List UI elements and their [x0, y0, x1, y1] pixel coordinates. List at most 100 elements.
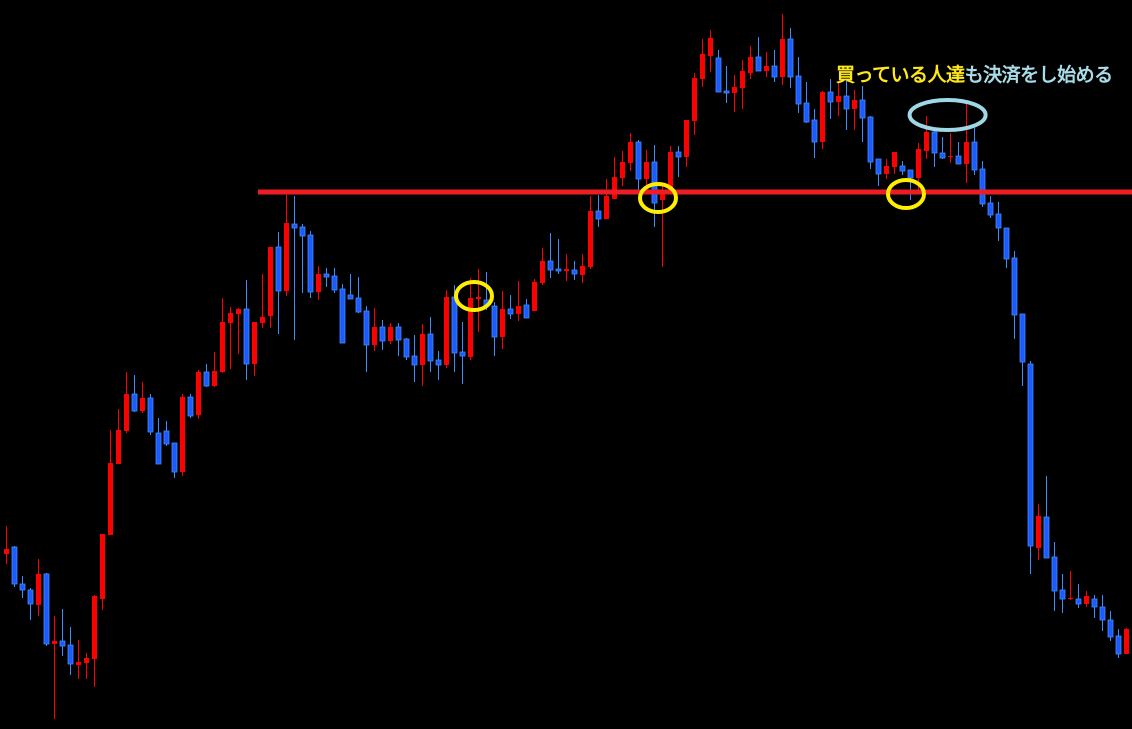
candle-body — [212, 371, 217, 386]
candle-up — [748, 46, 753, 79]
candle-body — [1027, 363, 1034, 547]
candle-down — [11, 546, 18, 587]
candle-body — [307, 234, 314, 293]
candle-down — [19, 576, 26, 598]
candle-up — [252, 322, 257, 376]
candle-body — [892, 152, 897, 167]
candle-body — [628, 142, 633, 163]
candle-body — [995, 213, 1002, 229]
candle-body — [1068, 598, 1073, 599]
candle-body — [668, 152, 673, 190]
candle-down — [507, 295, 514, 319]
candle-body — [403, 338, 410, 358]
candle-body — [108, 463, 113, 535]
candle-up — [268, 247, 273, 328]
candle-up — [284, 194, 289, 296]
candle-down — [675, 146, 682, 177]
candle-body — [140, 398, 145, 411]
candle-up — [76, 640, 81, 679]
candle-down — [395, 323, 402, 356]
candle-body — [76, 662, 81, 665]
candle-body — [507, 308, 514, 315]
candle-down — [1003, 227, 1010, 268]
candle-up — [836, 83, 841, 116]
candle-body — [612, 177, 617, 199]
candle-down — [403, 338, 410, 360]
candle-up — [316, 266, 321, 300]
candle-body — [723, 90, 730, 94]
candle-body — [1091, 598, 1098, 608]
candle-body — [196, 372, 201, 415]
candle-body — [1059, 589, 1066, 600]
candle-up — [708, 30, 713, 72]
candle-down — [27, 588, 34, 620]
candle-down — [459, 322, 466, 384]
candle-body — [124, 394, 129, 431]
candle-down — [291, 196, 298, 340]
candle-body — [987, 202, 994, 216]
candle-body — [755, 56, 762, 72]
candle-up — [564, 254, 569, 281]
candle-body — [116, 430, 121, 464]
candle-down — [995, 202, 1002, 241]
candle-down — [187, 394, 194, 418]
candle-down — [955, 142, 962, 165]
candle-body — [523, 304, 530, 319]
candle-body — [836, 96, 841, 102]
candle-up — [948, 133, 953, 163]
candle-down — [755, 37, 762, 72]
candle-body — [468, 298, 473, 357]
candle-body — [27, 589, 34, 605]
candle-body — [363, 310, 370, 346]
candle-down — [339, 284, 346, 344]
candle-body — [459, 351, 466, 357]
candle-body — [67, 644, 74, 665]
candle-up — [84, 653, 89, 679]
candle-body — [715, 57, 722, 93]
candle-body — [411, 355, 418, 366]
candle-up — [92, 595, 97, 687]
candle-up — [764, 52, 769, 77]
candle-body — [924, 132, 929, 151]
candle-up — [388, 323, 393, 344]
candle-body — [787, 38, 794, 78]
candle-up — [500, 291, 505, 349]
candle-body — [875, 158, 882, 175]
candle-up — [516, 281, 521, 321]
candle-body — [236, 309, 241, 314]
candle-body — [740, 71, 745, 88]
candle-body — [564, 269, 569, 271]
candle-up — [468, 278, 473, 360]
candle-body — [1036, 516, 1041, 548]
candle-body — [180, 397, 185, 472]
candle-body — [971, 141, 978, 171]
candle-down — [1027, 361, 1034, 574]
candle-body — [491, 305, 498, 338]
yellow-circle-marker — [454, 280, 494, 312]
candle-body — [19, 583, 26, 591]
candle-body — [43, 573, 50, 645]
annotation-part-settling: も決済をし始める — [964, 64, 1114, 86]
candle-body — [692, 78, 697, 121]
candle-body — [948, 156, 953, 157]
candle-body — [540, 261, 545, 283]
candle-up — [420, 324, 425, 386]
candle-down — [243, 280, 250, 380]
candle-body — [11, 546, 18, 585]
candle-body — [451, 296, 458, 354]
candle-body — [620, 162, 625, 178]
candle-up — [260, 274, 265, 328]
candle-up — [180, 394, 185, 476]
candle-up — [196, 370, 201, 419]
candle-down — [811, 109, 818, 158]
candle-up — [740, 60, 745, 109]
candle-body — [52, 641, 57, 644]
candle-body — [811, 119, 818, 143]
candle-down — [347, 274, 354, 300]
candle-up — [660, 183, 665, 267]
candle-body — [252, 322, 257, 364]
candle-body — [955, 155, 962, 165]
candle-body — [1011, 257, 1018, 316]
candle-body — [500, 309, 505, 337]
